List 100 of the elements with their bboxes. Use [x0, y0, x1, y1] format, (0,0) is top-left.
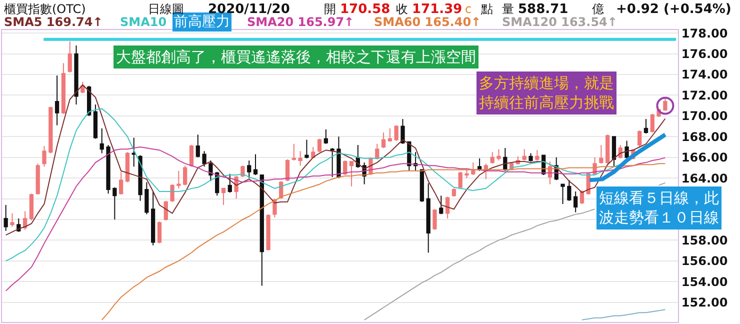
candlestick — [612, 136, 616, 168]
candlestick — [10, 212, 14, 228]
candlestick — [36, 163, 40, 196]
candlestick — [324, 128, 328, 144]
candlestick — [292, 143, 296, 161]
candlestick — [528, 152, 533, 162]
candlestick — [535, 150, 540, 161]
candlestick — [100, 128, 104, 154]
candlestick — [503, 148, 508, 170]
candlestick — [119, 171, 124, 196]
candlestick — [144, 182, 149, 215]
text: 櫃買指數(OTC) — [4, 2, 86, 16]
candlestick — [445, 196, 450, 219]
text: 億 — [592, 2, 604, 16]
candlestick — [189, 144, 194, 168]
y-tick-label: 170.00 — [681, 109, 728, 124]
candlestick — [638, 130, 642, 148]
y-tick-label: 166.00 — [681, 150, 728, 165]
text: c — [465, 2, 472, 16]
candlestick — [400, 118, 405, 144]
candlestick — [112, 186, 117, 220]
candlestick — [151, 191, 156, 246]
candlestick — [606, 134, 610, 164]
candlestick — [560, 184, 565, 204]
candlestick — [317, 138, 322, 153]
candlestick — [439, 195, 444, 215]
candlestick — [413, 152, 418, 172]
text: SMA5 169.74↑ — [4, 15, 103, 29]
candlestick — [285, 158, 290, 182]
candlestick — [330, 148, 334, 178]
candlestick — [432, 208, 437, 230]
candlestick — [247, 160, 252, 179]
text: 量 — [502, 2, 514, 16]
candlestick — [304, 139, 309, 159]
y-tick-label: 152.00 — [681, 296, 728, 310]
candlestick — [496, 148, 501, 161]
candlestick — [375, 143, 380, 159]
candlestick — [61, 62, 66, 114]
candlestick — [54, 75, 60, 126]
text: 收 — [396, 2, 408, 16]
text: 171.39 — [412, 2, 462, 17]
y-tick-label: 154.00 — [681, 274, 728, 289]
candlestick — [266, 214, 270, 252]
annotation: 多方持續進場，就是持續往前高壓力挑戰 — [479, 74, 614, 112]
candlestick — [22, 210, 28, 230]
candlestick — [228, 173, 232, 194]
y-tick-label: 172.00 — [681, 88, 728, 102]
candlestick — [458, 171, 462, 189]
candlestick — [471, 162, 476, 176]
candlestick — [68, 40, 72, 73]
candlestick — [599, 144, 604, 164]
text: +0.92 (+0.54%) — [616, 2, 732, 17]
text: SMA60 165.40↑ — [374, 15, 482, 29]
candlestick — [253, 154, 258, 176]
candlestick — [426, 182, 430, 254]
line-series — [581, 309, 666, 320]
y-tick-label: 178.00 — [681, 26, 728, 40]
annotation: 大盤都創高了，櫃買遙遙落後，相較之下還有上漲空間 — [116, 48, 476, 66]
y-tick-label: 176.00 — [681, 47, 728, 62]
candlestick — [132, 137, 136, 168]
candlestick — [208, 160, 213, 182]
candlestick — [183, 165, 188, 186]
y-tick-label: 158.00 — [681, 233, 728, 248]
text: SMA20 165.97↑ — [247, 15, 354, 29]
ref-line-label: 前高壓力 — [174, 14, 230, 30]
candlestick — [196, 134, 200, 158]
candlestick — [93, 104, 98, 140]
candlestick — [138, 154, 142, 202]
text: 170.58 — [340, 2, 390, 17]
candlestick — [624, 140, 629, 159]
candlestick — [176, 170, 181, 189]
y-tick-label: 174.00 — [681, 68, 728, 82]
candlestick — [663, 98, 668, 112]
text: SMA120 163.54↑ — [502, 15, 618, 29]
candlestick — [644, 118, 648, 134]
text: 588.71 — [518, 2, 568, 17]
candlestick — [452, 188, 456, 198]
candlestick — [48, 106, 53, 154]
candlestick — [170, 184, 174, 202]
candlestick — [567, 180, 572, 202]
candlestick — [240, 165, 245, 178]
text: 點 — [480, 2, 493, 16]
candlestick — [464, 169, 469, 179]
candlestick — [260, 174, 264, 286]
candlestick — [522, 148, 526, 161]
candlestick — [311, 146, 316, 159]
candlestick — [394, 124, 398, 142]
candlestick — [125, 152, 130, 183]
annotation: 短線看５日線，此波走勢看１０日線 — [599, 189, 719, 226]
candlestick — [221, 188, 226, 206]
candlestick — [574, 191, 578, 213]
y-tick-label: 168.00 — [681, 130, 728, 144]
text: 日線圖 — [148, 2, 184, 16]
text: SMA10 — [120, 15, 167, 29]
candlestick — [298, 150, 302, 166]
y-tick-label: 156.00 — [681, 254, 728, 268]
candlestick — [202, 150, 206, 168]
candlestick — [4, 204, 8, 232]
candlestick — [42, 145, 46, 168]
candlestick — [381, 132, 386, 149]
